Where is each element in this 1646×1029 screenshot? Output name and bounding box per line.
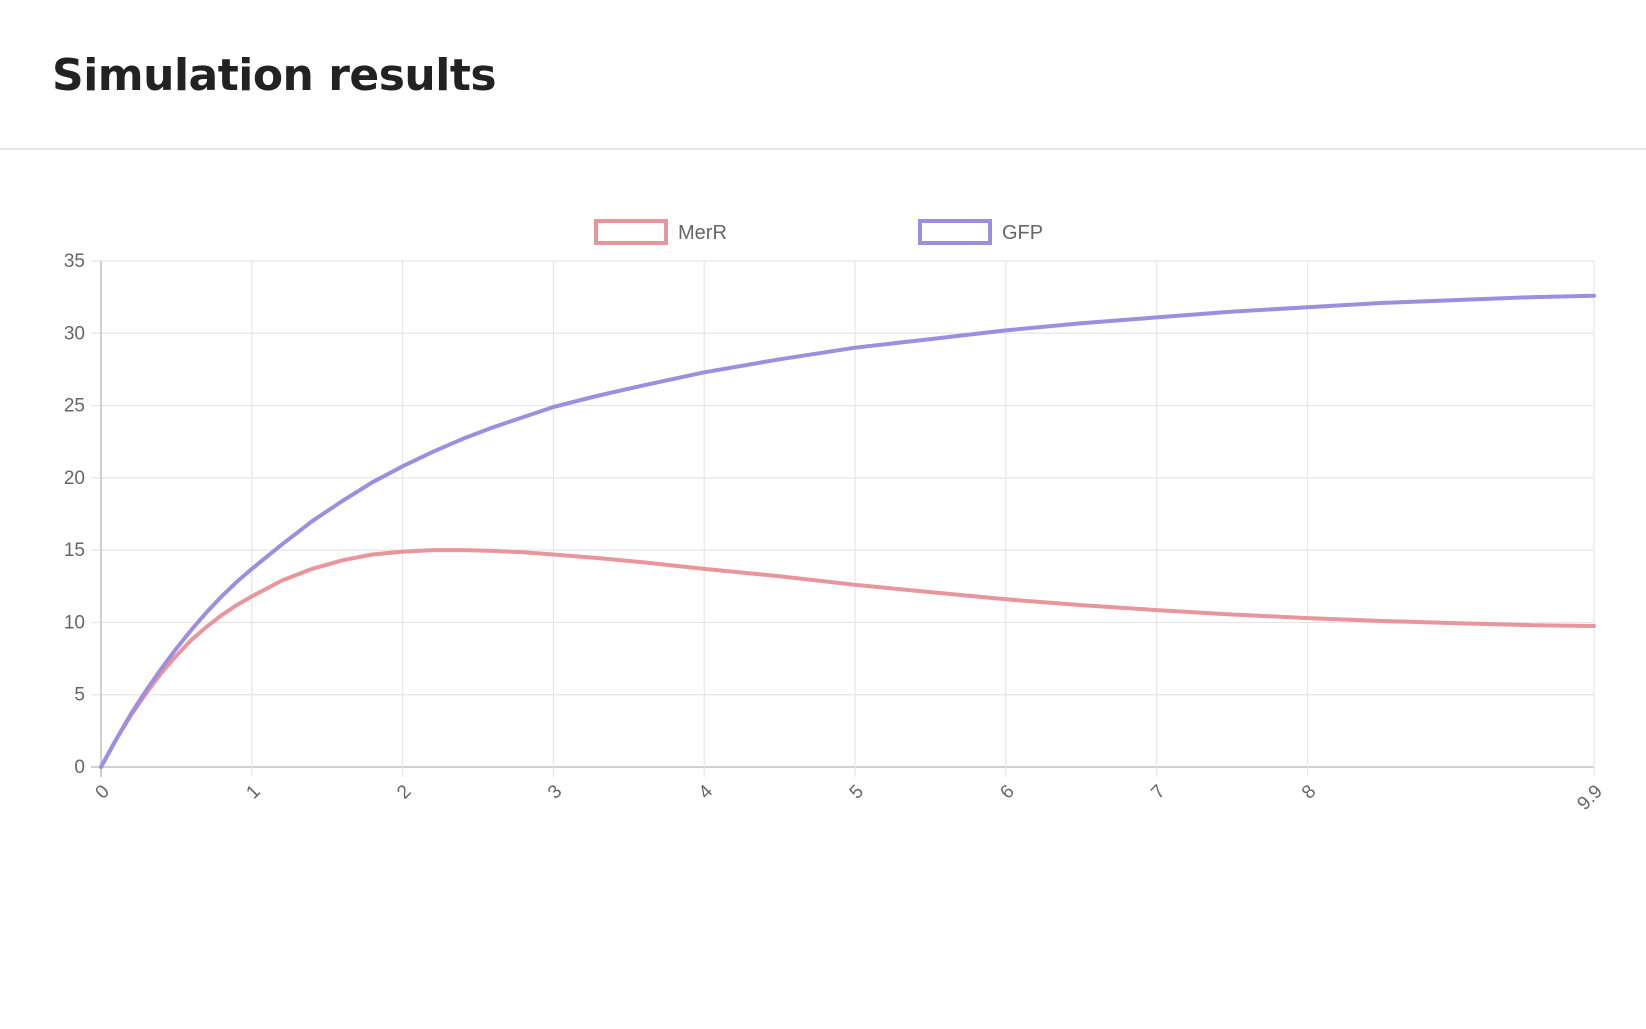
x-tick-label: 9.9 xyxy=(1573,781,1607,815)
x-tick-label: 8 xyxy=(1298,781,1320,803)
series-line-gfp xyxy=(99,293,1596,769)
y-tick-label: 25 xyxy=(64,396,85,417)
series-line-merr xyxy=(99,548,1596,769)
y-tick-label: 20 xyxy=(64,468,85,489)
page-header: Simulation results xyxy=(0,0,1646,150)
legend-swatch-gfp xyxy=(918,219,992,245)
x-tick-label: 6 xyxy=(996,781,1018,803)
y-tick-label: 30 xyxy=(64,323,85,344)
x-tick-label: 5 xyxy=(846,781,868,803)
x-tick-label: 2 xyxy=(393,781,415,803)
page-title: Simulation results xyxy=(52,50,497,101)
legend-label-gfp: GFP xyxy=(1002,222,1043,244)
y-tick-label: 5 xyxy=(74,685,85,706)
x-tick-label: 7 xyxy=(1147,781,1169,803)
x-tick-label: 0 xyxy=(92,781,114,803)
y-tick-label: 10 xyxy=(64,612,85,633)
y-tick-label: 15 xyxy=(64,540,85,561)
y-tick-label: 0 xyxy=(74,757,85,778)
chart-series xyxy=(99,293,1596,769)
x-tick-label: 3 xyxy=(544,781,566,803)
x-tick-label: 1 xyxy=(242,781,264,803)
legend-label-merr: MerR xyxy=(678,222,727,244)
y-tick-label: 35 xyxy=(64,251,85,272)
x-tick-label: 4 xyxy=(695,781,718,804)
chart-grid xyxy=(91,260,1595,777)
legend-swatch-merr xyxy=(594,219,668,245)
chart-legend: MerR GFP xyxy=(594,219,1043,245)
